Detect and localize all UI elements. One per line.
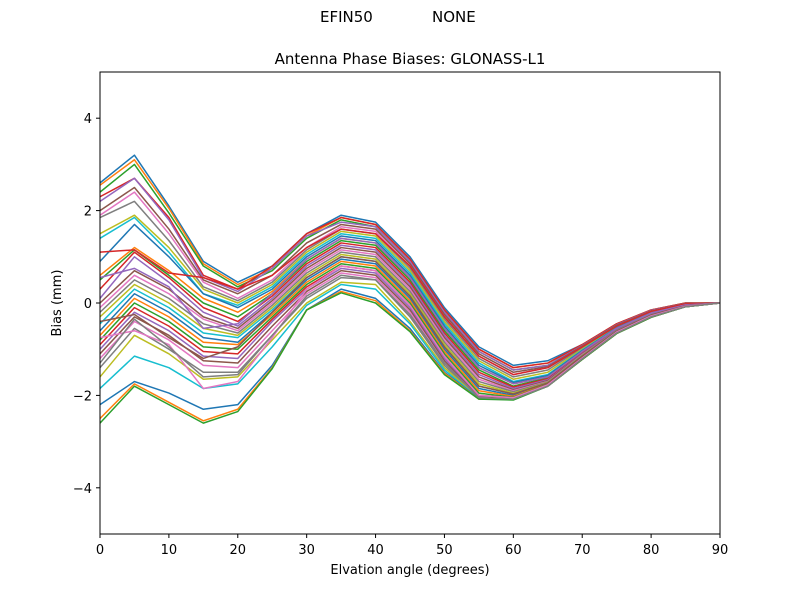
x-tick-label: 90 — [712, 543, 729, 558]
y-tick-label: 4 — [84, 112, 92, 127]
chart-title: Antenna Phase Biases: GLONASS-L1 — [275, 50, 546, 68]
y-tick-label: −2 — [73, 389, 92, 404]
x-tick-label: 40 — [367, 543, 384, 558]
x-axis: 0 10 20 30 40 50 60 70 80 90 — [96, 534, 728, 558]
suptitle-radome: NONE — [432, 8, 476, 26]
series-line — [99, 237, 721, 385]
y-axis-label: Bias (mm) — [50, 270, 65, 337]
x-axis-label: Elvation angle (degrees) — [330, 563, 489, 578]
y-tick-label: −4 — [73, 482, 92, 497]
y-tick-label: 2 — [84, 205, 92, 220]
series-line — [99, 177, 720, 369]
figure-suptitle: EFIN50 NONE — [0, 8, 800, 30]
series-line — [99, 256, 721, 395]
series-line — [99, 186, 721, 374]
suptitle-station: EFIN50 — [320, 8, 373, 26]
x-tick-label: 20 — [230, 543, 247, 558]
x-tick-label: 80 — [643, 543, 660, 558]
x-tick-label: 0 — [96, 543, 104, 558]
x-tick-label: 60 — [505, 543, 522, 558]
series-layer — [99, 154, 721, 424]
y-axis: −4 −2 0 2 4 — [73, 112, 100, 497]
x-tick-label: 30 — [298, 543, 315, 558]
x-tick-label: 50 — [436, 543, 453, 558]
y-tick-label: 0 — [84, 297, 92, 312]
series-line — [99, 228, 721, 376]
x-tick-label: 10 — [161, 543, 178, 558]
x-tick-label: 70 — [574, 543, 591, 558]
series-line — [99, 265, 721, 399]
series-line — [99, 274, 721, 400]
